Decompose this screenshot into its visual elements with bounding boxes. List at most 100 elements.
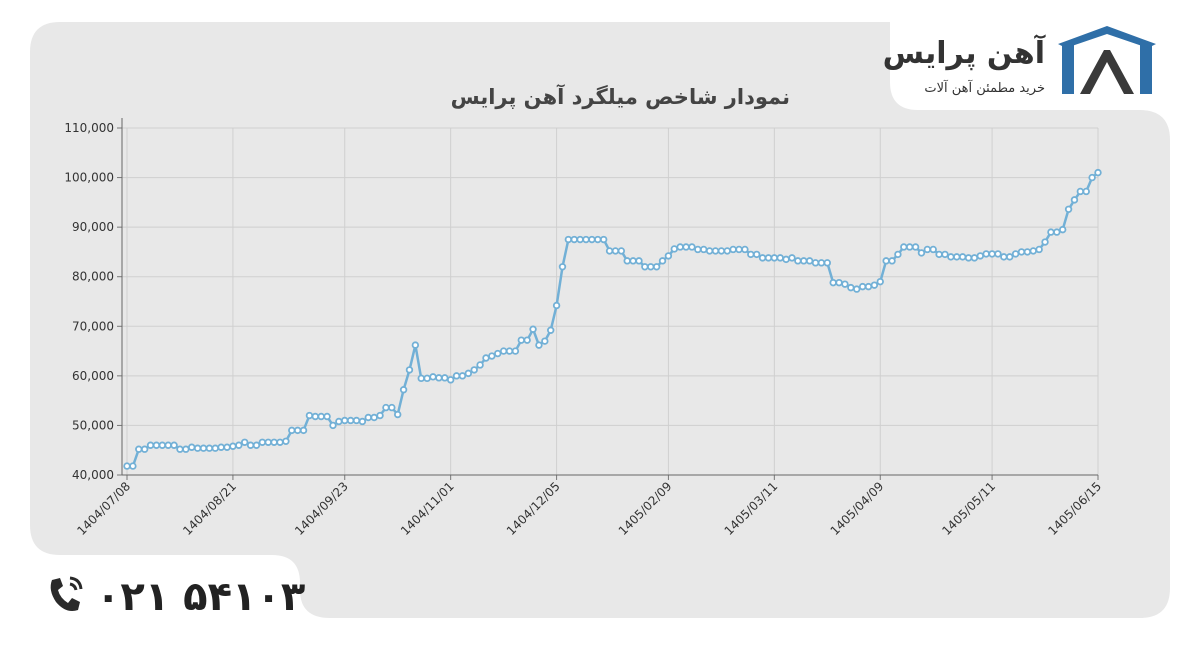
- data-point: [605, 247, 614, 255]
- data-point: [729, 245, 737, 254]
- data-point: [476, 361, 484, 369]
- data-point: [764, 254, 773, 262]
- data-point: [988, 250, 996, 258]
- data-point: [429, 373, 437, 381]
- logo-icon: [1058, 26, 1156, 94]
- data-point: [182, 445, 190, 453]
- data-point: [464, 369, 473, 378]
- data-point: [847, 283, 855, 292]
- data-point: [664, 252, 673, 260]
- data-point: [788, 254, 796, 262]
- panel: [30, 22, 1170, 618]
- data-point: [841, 280, 849, 288]
- data-point: [417, 374, 425, 383]
- data-point: [152, 441, 161, 449]
- data-point: [1006, 253, 1014, 261]
- data-point: [682, 243, 690, 251]
- data-point: [335, 417, 343, 426]
- data-point: [1064, 205, 1073, 213]
- data-point: [641, 263, 649, 271]
- data-point: [594, 235, 602, 244]
- data-point: [135, 445, 143, 453]
- phone-number: ۰۲۱ ۵۴۱۰۳: [96, 574, 305, 620]
- data-point: [511, 347, 520, 355]
- data-point: [958, 253, 967, 261]
- data-point: [229, 442, 237, 450]
- data-point: [1017, 248, 1026, 256]
- data-point: [1076, 187, 1085, 196]
- data-point: [794, 257, 802, 265]
- data-point: [805, 257, 814, 265]
- data-point: [240, 438, 249, 446]
- data-point: [176, 445, 184, 453]
- data-point: [452, 372, 461, 380]
- data-point: [558, 263, 567, 271]
- data-point: [800, 257, 808, 265]
- data-point: [705, 247, 714, 255]
- data-point: [317, 412, 325, 421]
- data-point: [499, 347, 508, 355]
- data-point: [446, 376, 455, 384]
- data-point: [894, 250, 902, 259]
- data-point: [911, 243, 920, 251]
- data-point: [1070, 196, 1079, 204]
- data-point: [193, 444, 202, 452]
- data-point: [835, 278, 843, 287]
- y-tick-label: 40,000: [72, 468, 114, 482]
- data-point: [929, 245, 937, 254]
- data-point: [576, 235, 584, 244]
- data-point: [1088, 173, 1096, 182]
- y-tick-label: 50,000: [72, 418, 114, 432]
- data-point: [735, 245, 743, 254]
- data-point: [658, 257, 667, 265]
- data-point: [741, 245, 749, 254]
- brand-name: آهن پرایس: [883, 34, 1046, 71]
- data-point: [652, 263, 661, 271]
- data-point: [782, 255, 790, 264]
- data-point: [146, 441, 155, 449]
- data-point: [870, 281, 879, 289]
- data-point: [123, 462, 131, 470]
- data-point: [858, 282, 867, 291]
- brand-slogan: خرید مطمئن آهن آلات: [924, 79, 1045, 96]
- data-point: [1047, 228, 1055, 236]
- data-point: [552, 301, 561, 310]
- data-point: [517, 336, 525, 344]
- data-point: [270, 438, 278, 446]
- data-point: [964, 254, 973, 262]
- data-point: [623, 257, 631, 265]
- data-point: [323, 412, 331, 421]
- data-point: [752, 250, 761, 259]
- data-point: [435, 374, 443, 382]
- data-point: [276, 438, 284, 446]
- data-point: [488, 352, 496, 360]
- phone-icon: [50, 576, 83, 611]
- chart-title: نمودار شاخص میلگرد آهن پرایس: [451, 84, 790, 109]
- data-point: [341, 416, 349, 425]
- data-point: [235, 441, 243, 449]
- data-point: [970, 254, 979, 262]
- data-point: [246, 441, 255, 449]
- data-point: [376, 411, 384, 420]
- data-point: [876, 277, 884, 286]
- data-point: [423, 374, 431, 383]
- data-point: [223, 443, 231, 451]
- data-point: [700, 245, 708, 254]
- data-point: [976, 252, 985, 260]
- data-point: [258, 438, 267, 446]
- data-point: [888, 257, 896, 265]
- data-point: [811, 259, 820, 267]
- data-point: [352, 416, 361, 425]
- data-point: [570, 235, 578, 244]
- data-point: [770, 254, 779, 262]
- data-point: [1023, 248, 1032, 256]
- data-point: [688, 243, 696, 251]
- data-point: [505, 347, 514, 355]
- data-point: [611, 247, 620, 255]
- data-point: [941, 250, 949, 259]
- data-point: [776, 254, 784, 262]
- data-point: [823, 259, 831, 267]
- data-point: [547, 326, 555, 334]
- data-point: [723, 247, 731, 255]
